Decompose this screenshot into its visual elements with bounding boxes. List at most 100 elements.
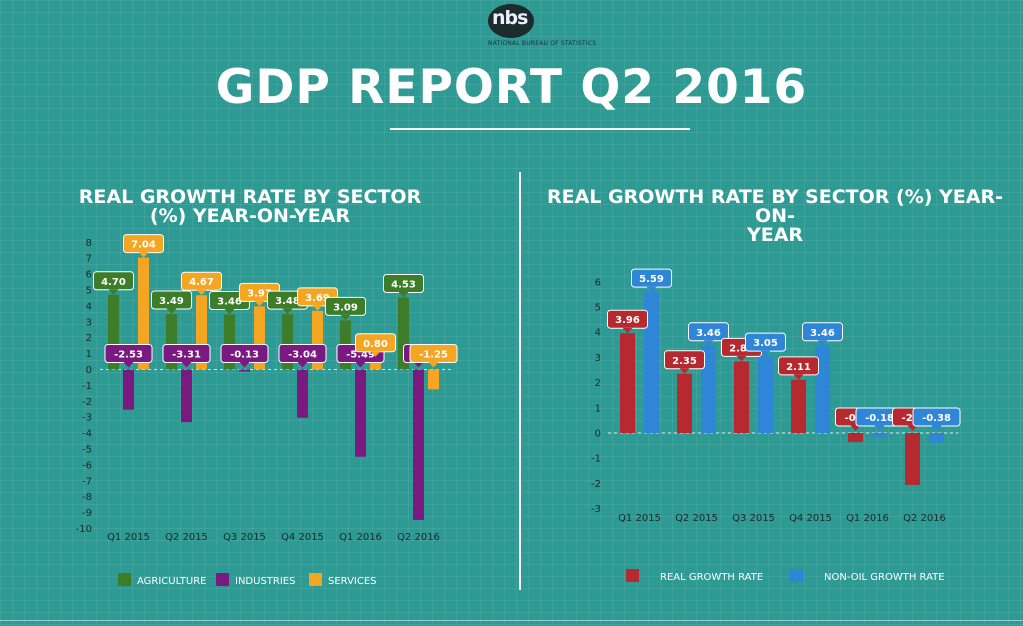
chart2-bar bbox=[620, 333, 635, 433]
chart2-bar bbox=[791, 379, 806, 433]
chart2-data-label-pointer bbox=[703, 340, 714, 346]
chart1-bar bbox=[254, 306, 265, 370]
chart1-data-label-text: -3.04 bbox=[288, 350, 317, 361]
chart2-ytick: -3 bbox=[591, 504, 601, 515]
chart1-bar bbox=[428, 369, 439, 390]
chart1-data-label-text: 4.53 bbox=[391, 279, 416, 290]
chart1-data-label-pointer bbox=[239, 362, 250, 368]
chart2-data-label-pointer bbox=[931, 425, 942, 431]
chart1-bar bbox=[224, 314, 235, 370]
chart1-ytick: -7 bbox=[82, 476, 92, 487]
chart1-title-line-1: REAL GROWTH RATE BY SECTOR bbox=[78, 186, 422, 208]
chart2-legend-label: NON-OIL GROWTH RATE bbox=[824, 572, 945, 583]
chart1-ytick: -2 bbox=[82, 397, 92, 408]
chart1-data-label-text: 4.67 bbox=[189, 277, 214, 288]
chart2-data-label-pointer bbox=[679, 368, 690, 374]
chart1-data-label-text: -3.31 bbox=[172, 350, 201, 361]
chart1-ytick: -1 bbox=[82, 381, 92, 392]
chart1-ytick: 5 bbox=[86, 286, 92, 297]
chart1-ytick: -3 bbox=[82, 413, 92, 424]
chart1-data-label-pointer bbox=[254, 300, 265, 307]
chart2-xtick: Q4 2015 bbox=[789, 513, 832, 524]
chart1-data-label: 7.04 bbox=[123, 234, 164, 258]
chart1-data-label-pointer bbox=[282, 308, 293, 315]
chart1-xtick: Q2 2016 bbox=[397, 532, 440, 543]
chart1-data-label-pointer bbox=[370, 351, 381, 357]
chart1-bar bbox=[123, 369, 134, 410]
chart1-legend-swatch bbox=[118, 573, 131, 586]
chart1-data-label-text: 4.70 bbox=[101, 277, 126, 288]
chart1-data-label: 0.80 bbox=[355, 333, 396, 357]
chart1-data-label: 4.70 bbox=[93, 271, 134, 295]
chart1-data-label: -3.04 bbox=[278, 344, 327, 368]
chart1-data-label: 3.09 bbox=[325, 296, 366, 321]
chart1-ytick: 8 bbox=[86, 238, 92, 249]
chart2-bar bbox=[734, 361, 749, 433]
chart2-data-label-text: 3.46 bbox=[810, 328, 835, 339]
chart2-bar bbox=[929, 433, 944, 443]
chart2-data-label: 3.46 bbox=[802, 322, 843, 346]
chart2-bar bbox=[758, 356, 773, 433]
chart2-legend-swatch bbox=[626, 569, 639, 582]
chart2-bar bbox=[644, 292, 659, 433]
chart1-bar bbox=[282, 314, 293, 370]
chart1-data-label-text: 3.69 bbox=[305, 293, 330, 304]
chart1-legend-label: SERVICES bbox=[328, 576, 377, 587]
chart1-data-label-text: 7.04 bbox=[131, 240, 156, 251]
chart2-legend-swatch bbox=[790, 569, 803, 582]
chart2-bar bbox=[848, 433, 863, 443]
chart2-data-label-text: 2.35 bbox=[672, 356, 697, 367]
chart2-ytick: 6 bbox=[595, 277, 601, 288]
chart1-legend-swatch bbox=[216, 573, 229, 586]
chart1-data-label: 4.67 bbox=[181, 271, 222, 296]
chart2-data-label: 2.35 bbox=[664, 350, 705, 374]
chart2-ytick: 2 bbox=[595, 378, 601, 389]
chart1-data-label: -2.53 bbox=[104, 344, 153, 368]
chart2-data-label-text: 3.96 bbox=[615, 315, 640, 326]
chart2-bar bbox=[701, 345, 716, 433]
chart1-ytick: -10 bbox=[76, 524, 92, 535]
chart1-data-label: 3.49 bbox=[151, 290, 192, 315]
chart2-data-label-text: -0.38 bbox=[922, 413, 951, 424]
chart1-title-line-2: (%) YEAR-ON-YEAR bbox=[149, 205, 351, 227]
chart1-data-label-text: 3.48 bbox=[275, 296, 300, 307]
chart1-legend-swatch bbox=[309, 573, 322, 586]
logo-mark bbox=[488, 4, 534, 38]
chart1-data-label-pointer bbox=[355, 362, 366, 368]
chart1-title: REAL GROWTH RATE BY SECTOR (%) YEAR-ON-Y… bbox=[70, 188, 430, 226]
chart1-data-label: -1.25 bbox=[409, 344, 458, 368]
chart1-legend-label: INDUSTRIES bbox=[235, 576, 295, 587]
chart1-bar bbox=[108, 294, 119, 370]
chart2-data-label-pointer bbox=[817, 340, 828, 346]
chart1-xtick: Q4 2015 bbox=[281, 532, 324, 543]
chart1-data-label-text: 0.80 bbox=[363, 339, 388, 350]
chart1-ytick: -5 bbox=[82, 445, 92, 456]
chart-divider bbox=[519, 172, 521, 590]
chart1-xtick: Q3 2015 bbox=[223, 532, 266, 543]
chart1-data-label-pointer bbox=[181, 362, 192, 368]
chart2-data-label-text: 3.46 bbox=[696, 328, 721, 339]
chart1-bar bbox=[239, 369, 250, 372]
chart1-ytick: 4 bbox=[86, 301, 92, 312]
chart2-xtick: Q3 2015 bbox=[732, 513, 775, 524]
chart1-ytick: -6 bbox=[82, 460, 92, 471]
chart2-xtick: Q1 2015 bbox=[618, 513, 661, 524]
chart2-data-label: 3.96 bbox=[607, 309, 648, 334]
chart2-title: REAL GROWTH RATE BY SECTOR (%) YEAR-ON- … bbox=[530, 188, 1020, 245]
chart2-bar bbox=[905, 433, 920, 485]
chart1-xtick: Q2 2015 bbox=[165, 532, 208, 543]
chart1-ytick: 7 bbox=[86, 254, 92, 265]
chart1-data-label-pointer bbox=[413, 362, 424, 368]
chart1-data-label-pointer bbox=[196, 289, 207, 296]
chart1-xtick: Q1 2016 bbox=[339, 532, 382, 543]
chart2-data-label-pointer bbox=[760, 350, 771, 357]
chart2-data-label: -0.38 bbox=[912, 407, 961, 431]
chart2-data-label: 5.59 bbox=[631, 268, 672, 293]
chart2-data-label-pointer bbox=[646, 286, 657, 293]
chart2-ytick: 5 bbox=[595, 303, 601, 314]
nbs-logo: nbs NATIONAL BUREAU OF STATISTICS bbox=[488, 4, 596, 54]
chart2-title-line-2: YEAR bbox=[746, 224, 804, 246]
chart1-ytick: 2 bbox=[86, 333, 92, 344]
chart1-xtick: Q1 2015 bbox=[107, 532, 150, 543]
